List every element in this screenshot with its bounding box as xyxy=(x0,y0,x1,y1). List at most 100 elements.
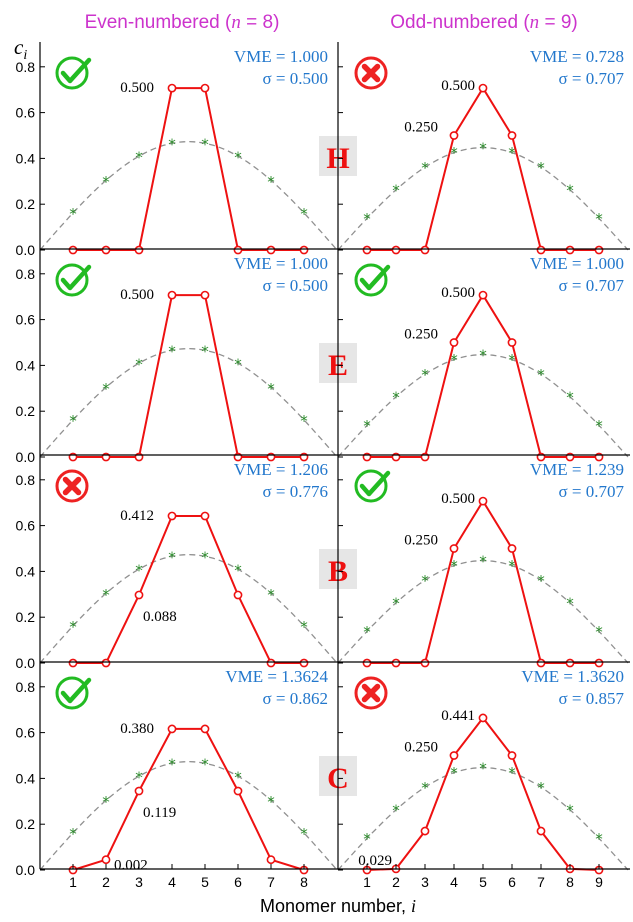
series-point xyxy=(233,590,243,600)
reference-curve xyxy=(337,766,629,871)
series-point xyxy=(507,338,517,347)
data-label: 0.119 xyxy=(143,805,176,821)
reference-marker: * xyxy=(449,557,458,575)
panel-C-even: * * * * * * * * 0.380 0.119 0.002 VME = 1.3624 σ = 0… xyxy=(16,667,357,890)
y-tick-label: 0.2 xyxy=(16,609,36,625)
cross-icon xyxy=(55,469,89,503)
sigma-value: σ = 0.500 xyxy=(262,276,328,295)
data-label: 0.412 xyxy=(120,508,154,524)
x-tick-label: 1 xyxy=(69,874,77,890)
series-point xyxy=(478,713,488,723)
y-tick-label: 0.6 xyxy=(16,312,36,328)
x-tick-label: 5 xyxy=(201,874,209,890)
vme-value: VME = 0.728 xyxy=(530,47,624,66)
series-line xyxy=(367,499,599,664)
y-tick-label: 0.4 xyxy=(16,563,36,579)
reference-marker: * xyxy=(478,347,487,365)
y-tick-label: 0.8 xyxy=(16,59,36,75)
series-line xyxy=(367,86,599,251)
reference-marker: * xyxy=(101,380,110,398)
series-point xyxy=(362,245,372,255)
x-tick-label: 6 xyxy=(508,874,516,890)
x-axis-label: Monomer number, i xyxy=(260,896,416,916)
reference-marker: * xyxy=(449,764,458,782)
series-point xyxy=(420,245,430,255)
reference-marker: * xyxy=(594,623,603,641)
reference-marker: * xyxy=(200,548,209,566)
reference-marker: * xyxy=(391,182,400,200)
x-tick-label: 1 xyxy=(363,874,371,890)
reference-curve xyxy=(337,146,629,251)
reference-marker: * xyxy=(420,779,429,797)
data-label: 0.380 xyxy=(120,721,154,737)
cross-mark-icon xyxy=(62,476,82,496)
reference-marker: * xyxy=(478,553,487,571)
reference-marker: * xyxy=(299,412,308,430)
data-label: 0.002 xyxy=(114,858,148,874)
reference-marker: * xyxy=(233,769,242,787)
odd-column-title: Odd-numbered (n = 9) xyxy=(390,12,577,33)
reference-curve xyxy=(337,353,629,458)
panel-E-odd: * * * * * * * * * 0.500 0.250 VME = 1.000 σ = 0.707 xyxy=(337,254,629,462)
series-point xyxy=(594,658,604,668)
data-label: 0.088 xyxy=(143,609,177,625)
data-label: 0.441 xyxy=(441,708,475,724)
series-point xyxy=(68,245,78,255)
x-tick-label: 5 xyxy=(479,874,487,890)
series-line xyxy=(73,294,304,458)
reference-marker: * xyxy=(167,135,176,153)
data-label: 0.500 xyxy=(120,80,154,96)
series-point xyxy=(478,290,488,300)
data-label: 0.250 xyxy=(404,740,438,756)
series-point xyxy=(167,724,177,734)
reference-marker: * xyxy=(536,366,545,384)
check-icon xyxy=(55,263,89,297)
y-tick-label: 0.2 xyxy=(16,403,36,419)
reference-marker: * xyxy=(200,342,209,360)
cross-icon xyxy=(354,56,388,90)
vme-value: VME = 1.000 xyxy=(234,47,328,66)
series-point xyxy=(449,338,459,347)
y-tick-label: 0.4 xyxy=(16,770,36,786)
series-point xyxy=(299,658,309,668)
vme-value: VME = 1.3620 xyxy=(521,667,624,686)
series-point xyxy=(565,245,575,255)
check-mark-icon xyxy=(60,677,92,704)
series-point xyxy=(449,131,459,140)
sigma-value: σ = 0.776 xyxy=(262,482,328,501)
series-point xyxy=(101,855,111,865)
reference-marker: * xyxy=(68,618,77,636)
check-icon xyxy=(55,56,89,90)
reference-marker: * xyxy=(200,755,209,773)
series-point xyxy=(507,131,517,140)
reference-marker: * xyxy=(362,417,371,435)
series-point xyxy=(200,83,210,93)
cross-icon xyxy=(354,676,388,710)
reference-marker: * xyxy=(391,595,400,613)
reference-marker: * xyxy=(68,412,77,430)
series-point xyxy=(266,245,276,255)
reference-marker: * xyxy=(449,351,458,369)
reference-marker: * xyxy=(68,205,77,223)
y-tick-label: 0.6 xyxy=(16,725,36,741)
reference-marker: * xyxy=(362,830,371,848)
series-point xyxy=(134,590,144,600)
reference-marker: * xyxy=(391,802,400,820)
series-point xyxy=(391,658,401,668)
series-point xyxy=(266,658,276,668)
reference-marker: * xyxy=(101,586,110,604)
y-tick-label: 0.4 xyxy=(16,357,36,373)
x-tick-label: 8 xyxy=(300,874,308,890)
reference-marker: * xyxy=(478,140,487,158)
series-point xyxy=(101,658,111,668)
series-point xyxy=(167,290,177,300)
x-tick-label: 2 xyxy=(102,874,110,890)
reference-marker: * xyxy=(68,825,77,843)
reference-marker: * xyxy=(391,389,400,407)
reference-marker: * xyxy=(449,144,458,162)
reference-marker: * xyxy=(507,764,516,782)
